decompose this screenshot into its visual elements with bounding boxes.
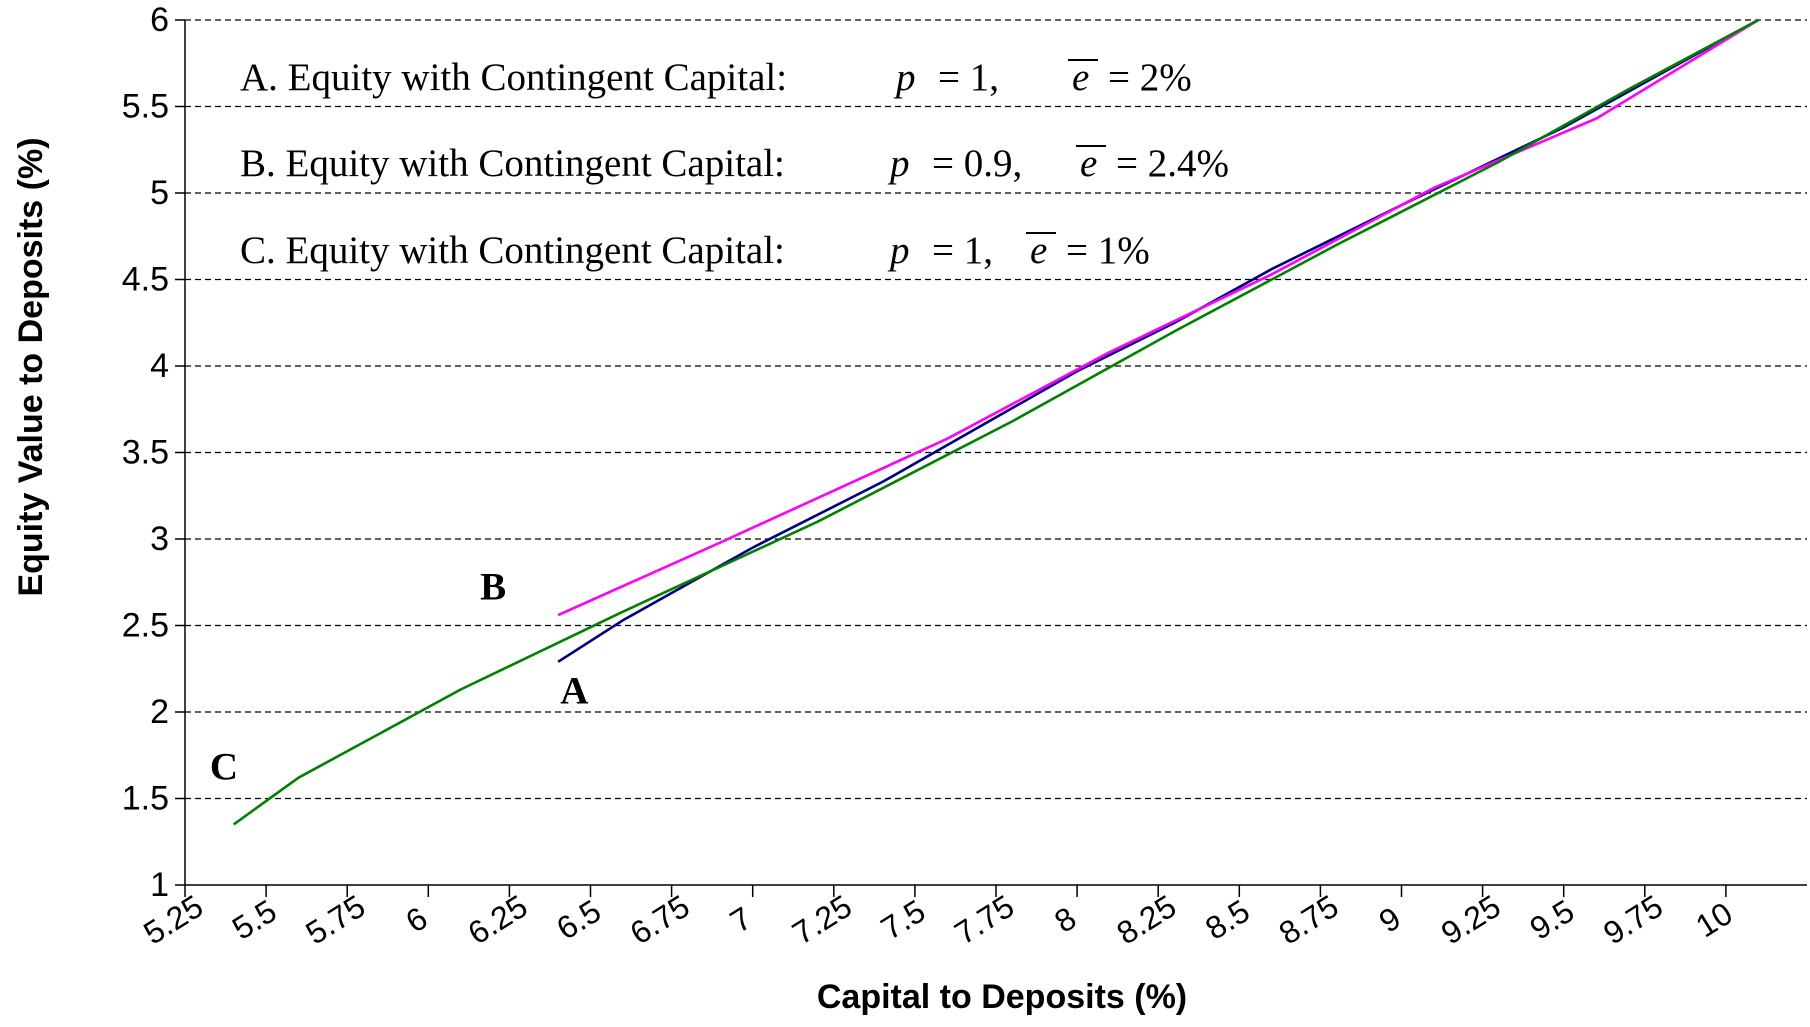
series-line-b	[557, 18, 1759, 617]
x-axis-title: Capital to Deposits (%)	[817, 978, 1187, 1016]
y-tick-label: 3.5	[122, 434, 169, 472]
e-value: = 1%	[1066, 229, 1150, 272]
x-tick-label: 5.75	[299, 888, 371, 952]
x-tick-label: 5.5	[226, 893, 283, 947]
y-tick-label: 2	[150, 693, 169, 731]
series-labels: A B C	[210, 566, 589, 789]
e-value: = 2%	[1108, 56, 1192, 99]
y-tick-label: 5	[150, 174, 169, 212]
x-tick-label: 8.5	[1199, 893, 1256, 947]
y-tick-label: 6	[150, 1, 169, 39]
y-tick-label: 2.5	[122, 607, 169, 645]
x-tick-label: 8.75	[1273, 888, 1345, 952]
series-label-a: A	[560, 669, 588, 712]
p-symbol: p	[887, 229, 910, 272]
series-label-c: C	[210, 745, 238, 788]
x-tick-label: 6	[399, 900, 433, 940]
x-tick-label: 7.25	[786, 888, 858, 952]
y-tick-label: 3	[150, 520, 169, 558]
x-tick-label: 6.25	[462, 888, 534, 952]
legend-entry-b: B. Equity with Contingent Capital: p = 0.9…	[240, 142, 1229, 185]
x-tick-label: 6.5	[550, 893, 607, 947]
x-tick-label: 7	[724, 900, 758, 940]
e-value: = 2.4%	[1116, 142, 1229, 185]
gridlines	[185, 19, 1807, 800]
y-tick-label: 1.5	[122, 780, 169, 818]
e-bar-symbol: e	[1030, 229, 1047, 272]
legend-label: A. Equity with Contingent Capital:	[240, 56, 787, 99]
legend-entry-a: A. Equity with Contingent Capital: p = 1, e…	[240, 56, 1192, 99]
legend-label: B. Equity with Contingent Capital:	[240, 142, 785, 185]
legend-label: C. Equity with Contingent Capital:	[240, 229, 785, 272]
p-value: = 1,	[938, 56, 999, 99]
x-tick-label: 8.25	[1110, 888, 1182, 952]
e-bar-symbol: e	[1080, 142, 1097, 185]
legend-entry-c: C. Equity with Contingent Capital: p = 1, e…	[240, 229, 1150, 272]
y-tick-label: 4	[150, 347, 169, 385]
x-tick-label: 6.75	[624, 888, 696, 952]
x-tick-label: 8	[1048, 900, 1082, 940]
x-tick-label: 10	[1689, 895, 1738, 944]
x-tick-label: 7.75	[948, 888, 1020, 952]
y-tick-label: 4.5	[122, 261, 169, 299]
x-tick-label: 9	[1373, 900, 1407, 940]
series-label-b: B	[480, 566, 506, 609]
y-axis-title: Equity Value to Deposits (%)	[12, 137, 50, 596]
p-value: = 0.9,	[932, 142, 1022, 185]
p-symbol: p	[893, 56, 916, 99]
p-symbol: p	[887, 142, 910, 185]
legend: A. Equity with Contingent Capital: p = 1, e…	[240, 56, 1229, 272]
x-tick-label: 5.25	[137, 888, 209, 952]
x-tick-label: 9.5	[1523, 893, 1580, 947]
x-tick-label: 9.75	[1597, 888, 1669, 952]
e-bar-symbol: e	[1072, 56, 1089, 99]
data-series	[232, 18, 1759, 826]
x-tick-label: 7.5	[875, 893, 932, 947]
series-line-c	[232, 18, 1759, 826]
p-value: = 1,	[932, 229, 993, 272]
y-tick-label: 5.5	[122, 88, 169, 126]
x-tick-label: 9.25	[1435, 888, 1507, 952]
y-tick-label: 1	[150, 866, 169, 904]
